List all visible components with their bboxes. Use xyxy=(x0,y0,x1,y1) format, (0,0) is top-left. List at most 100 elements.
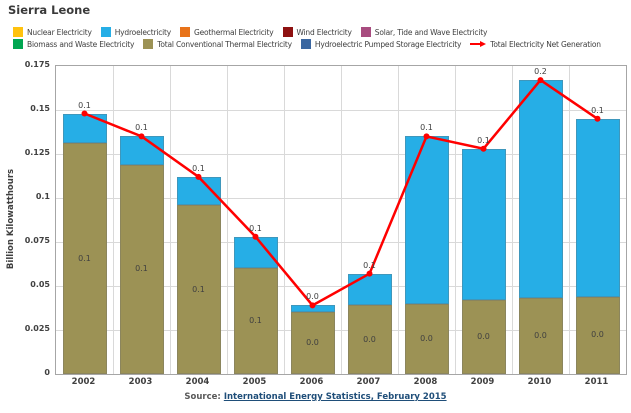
line-point-marker xyxy=(423,133,430,140)
line-point-label: 0.0 xyxy=(306,292,319,302)
v-gridline xyxy=(170,66,171,374)
line-point-label: 0.1 xyxy=(135,123,148,133)
bar-segment-thermal xyxy=(176,205,221,374)
legend-item-label: Solar, Tide and Wave Electricity xyxy=(374,27,488,37)
line-point-label: 0.1 xyxy=(249,223,262,233)
x-tick-label: 2004 xyxy=(185,377,210,387)
bar-value-label: 0.1 xyxy=(249,316,262,326)
bar-segment-thermal xyxy=(233,268,278,374)
bar-segment-thermal xyxy=(290,312,335,374)
bar-segment-thermal xyxy=(62,143,107,374)
line-point-marker xyxy=(537,77,544,84)
bar-value-label: 0.0 xyxy=(477,332,490,342)
legend-item: Wind Electricity xyxy=(282,27,352,37)
bar-segment-hydro xyxy=(518,80,563,299)
net-generation-line xyxy=(81,77,601,309)
line-point-label: 0.1 xyxy=(591,105,604,115)
x-tick-label: 2006 xyxy=(299,377,324,387)
legend-item: Nuclear Electricity xyxy=(13,27,92,37)
legend-item-label: Geothermal Electricity xyxy=(194,27,274,37)
bar-value-label: 0.1 xyxy=(78,253,91,263)
legend-item-label: Total Conventional Thermal Electricity xyxy=(157,39,292,49)
line-point-marker xyxy=(309,302,316,309)
legend-item: Geothermal Electricity xyxy=(180,27,274,37)
legend-item-label: Hydroelectricity xyxy=(114,27,171,37)
v-gridline xyxy=(569,66,570,374)
legend-row: Biomass and Waste Electricity Total Conve… xyxy=(13,39,623,49)
legend-item: Biomass and Waste Electricity xyxy=(13,39,134,49)
bar-value-label: 0.1 xyxy=(135,264,148,274)
legend-swatch xyxy=(100,27,111,37)
line-point-label: 0.1 xyxy=(477,135,490,145)
legend-item: Hydroelectricity xyxy=(100,27,171,37)
line-point-marker xyxy=(252,233,259,240)
bar-value-label: 0.0 xyxy=(306,338,319,348)
bar-segment-thermal xyxy=(518,298,563,374)
line-point-marker xyxy=(366,270,373,277)
bar-segment-thermal xyxy=(347,305,392,374)
x-tick-label: 2002 xyxy=(71,377,96,387)
bar-value-label: 0.0 xyxy=(534,331,547,341)
x-tick-label: 2010 xyxy=(527,377,552,387)
bar-segment-hydro xyxy=(404,136,449,304)
y-tick-label: 0.1 xyxy=(35,192,50,201)
line-point-marker xyxy=(195,173,202,180)
legend-swatch xyxy=(300,39,311,49)
v-gridline xyxy=(341,66,342,374)
y-tick-label: 0.125 xyxy=(24,148,50,157)
bar-segment-hydro xyxy=(347,273,392,306)
source-link[interactable]: International Energy Statistics, Februar… xyxy=(223,392,447,402)
bar-segment-hydro xyxy=(461,148,506,301)
bar-value-label: 0.1 xyxy=(192,284,205,294)
bar-segment-thermal xyxy=(575,296,620,374)
legend-swatch xyxy=(180,27,190,37)
legend-item-label: Nuclear Electricity xyxy=(27,27,92,37)
line-point-label: 0.1 xyxy=(192,163,205,173)
legend-item-label: Biomass and Waste Electricity xyxy=(27,39,135,49)
x-tick-label: 2009 xyxy=(470,377,495,387)
line-point-marker xyxy=(594,115,601,122)
legend-swatch xyxy=(143,39,154,49)
v-gridline xyxy=(227,66,228,374)
y-tick-label: 0.075 xyxy=(24,236,50,245)
legend-swatch xyxy=(13,39,23,49)
v-gridline xyxy=(455,66,456,374)
legend-item: Total Conventional Thermal Electricity xyxy=(143,39,292,49)
plot-area: 0.1 0.1 0.1 0.1 0.0 0.0 0.0 0.0 0.0 0.0 0.1 0.1 0.1 0… xyxy=(55,65,627,375)
y-tick-label: 0.05 xyxy=(30,280,50,289)
line-point-label: 0.1 xyxy=(420,123,433,133)
legend-item: Solar, Tide and Wave Electricity xyxy=(360,27,488,37)
y-tick-label: 0.025 xyxy=(24,324,50,333)
bar-value-label: 0.0 xyxy=(591,330,604,340)
bar-segment-thermal xyxy=(404,303,449,374)
bar-segment-thermal xyxy=(461,300,506,374)
x-tick-label: 2005 xyxy=(242,377,267,387)
line-point-label: 0.1 xyxy=(78,100,91,110)
x-tick-label: 2011 xyxy=(584,377,609,387)
legend: Nuclear Electricity Hydroelectricity Geoth… xyxy=(13,27,623,51)
legend-item-label: Wind Electricity xyxy=(296,27,352,37)
v-gridline xyxy=(512,66,513,374)
x-tick-label: 2007 xyxy=(356,377,381,387)
source-prefix: Source: xyxy=(184,392,221,402)
line-point-label: 0.2 xyxy=(534,67,547,77)
x-tick-label: 2008 xyxy=(413,377,438,387)
line-point-label: 0.1 xyxy=(363,260,376,270)
legend-swatch xyxy=(360,27,371,37)
page-title: Sierra Leone xyxy=(8,3,91,17)
y-tick-label: 0 xyxy=(44,368,50,377)
x-tick-label: 2003 xyxy=(128,377,153,387)
legend-item-label: Hydroelectric Pumped Storage Electricity xyxy=(314,39,462,49)
y-tick-label: 0.15 xyxy=(30,104,50,113)
bar-segment-hydro xyxy=(119,136,164,165)
y-tick-label: 0.175 xyxy=(24,60,50,69)
bar-value-label: 0.0 xyxy=(363,334,376,344)
legend-swatch xyxy=(282,27,293,37)
legend-item-label: Total Electricity Net Generation xyxy=(490,39,601,49)
y-axis-title: Billion Kilowatthours xyxy=(6,168,16,270)
line-arrow-icon xyxy=(470,41,487,47)
line-point-marker xyxy=(138,133,145,140)
legend-item: Total Electricity Net Generation xyxy=(470,40,601,49)
v-gridline xyxy=(113,66,114,374)
